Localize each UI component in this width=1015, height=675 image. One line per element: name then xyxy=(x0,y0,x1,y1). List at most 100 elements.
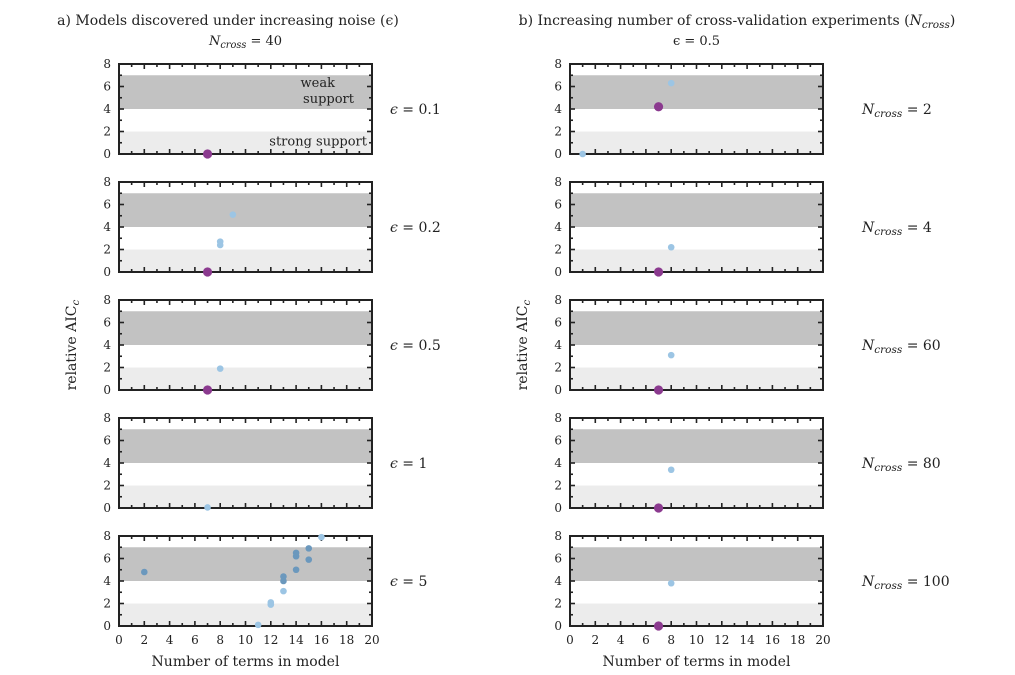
chart-subtitle: Ncross = 40 xyxy=(208,34,282,51)
y-tick-label: 8 xyxy=(103,411,111,425)
model-point xyxy=(305,556,313,563)
panel-1: 0 2 4 6 8 Ncross = 2 xyxy=(554,57,931,161)
x-tick-label: 14 xyxy=(288,633,304,647)
chart-subtitle: ϵ = 0.5 xyxy=(673,34,720,49)
chart-b: b) Increasing number of cross-validation… xyxy=(515,13,955,670)
panel-5: 0 2 4 6 8 Ncross = 100 0 2 4 6 8 10 12 14 16 18 20 Number… xyxy=(554,529,949,670)
weak-support-band xyxy=(570,547,823,581)
y-tick-label: 4 xyxy=(103,574,111,588)
model-point xyxy=(216,241,224,249)
y-tick-label: 4 xyxy=(103,456,111,470)
model-point xyxy=(579,150,586,158)
y-tick-label: 6 xyxy=(103,552,111,566)
best-model-point xyxy=(653,503,664,513)
y-tick-label: 4 xyxy=(103,102,111,116)
y-tick-label: 2 xyxy=(554,125,562,139)
panel-label: Ncross = 4 xyxy=(861,220,932,238)
x-tick-label: 16 xyxy=(314,633,329,647)
y-tick-label: 6 xyxy=(554,80,562,94)
y-tick-label: 4 xyxy=(103,220,111,234)
weak-support-band xyxy=(119,311,372,345)
y-tick-label: 8 xyxy=(103,57,111,71)
y-tick-label: 8 xyxy=(554,293,562,307)
panel-label: Ncross = 100 xyxy=(861,574,950,592)
best-model-point xyxy=(653,102,664,112)
y-tick-label: 0 xyxy=(103,265,111,279)
best-model-point xyxy=(653,385,664,395)
y-tick-label: 2 xyxy=(554,597,562,611)
x-tick-label: 8 xyxy=(216,633,224,647)
x-tick-label: 8 xyxy=(667,633,675,647)
model-point xyxy=(667,243,675,251)
best-model-point xyxy=(653,267,664,277)
y-tick-label: 4 xyxy=(103,338,111,352)
model-point xyxy=(667,579,675,587)
y-tick-label: 0 xyxy=(554,501,562,515)
model-point xyxy=(229,211,237,218)
chart-title: a) Models discovered under increasing no… xyxy=(57,13,399,29)
panel-label: Ncross = 80 xyxy=(861,456,941,474)
y-tick-label: 6 xyxy=(103,198,111,212)
y-tick-label: 2 xyxy=(554,243,562,257)
y-tick-label: 8 xyxy=(103,293,111,307)
model-point xyxy=(667,466,675,474)
model-point xyxy=(667,351,675,359)
y-tick-label: 2 xyxy=(103,361,111,375)
strong-support-band xyxy=(119,131,372,154)
weak-support-label-2: support xyxy=(303,92,355,107)
best-model-point xyxy=(202,385,213,395)
x-tick-label: 2 xyxy=(140,633,148,647)
y-tick-label: 6 xyxy=(103,80,111,94)
panel-3: 0 2 4 6 8 Ncross = 60 xyxy=(554,293,940,397)
x-tick-label: 10 xyxy=(689,633,704,647)
x-tick-label: 18 xyxy=(339,633,354,647)
x-tick-label: 6 xyxy=(191,633,199,647)
weak-support-band xyxy=(570,75,823,109)
y-tick-label: 2 xyxy=(103,597,111,611)
x-tick-label: 12 xyxy=(714,633,729,647)
model-point xyxy=(292,566,300,574)
strong-support-band xyxy=(570,603,823,626)
y-tick-label: 0 xyxy=(103,147,111,161)
x-axis-label: Number of terms in model xyxy=(603,654,791,670)
y-tick-label: 2 xyxy=(554,361,562,375)
x-tick-label: 6 xyxy=(642,633,650,647)
y-tick-label: 0 xyxy=(103,619,111,633)
panel-4: 0 2 4 6 8 ϵ = 1 xyxy=(103,411,427,515)
model-point xyxy=(305,545,313,552)
x-tick-label: 20 xyxy=(364,633,379,647)
y-tick-label: 4 xyxy=(554,338,562,352)
panel-label: Ncross = 2 xyxy=(861,102,932,120)
weak-support-band xyxy=(119,193,372,227)
weak-support-band xyxy=(570,429,823,463)
panel-label: ϵ = 0.5 xyxy=(390,338,441,354)
y-tick-label: 6 xyxy=(554,434,562,448)
x-tick-label: 18 xyxy=(790,633,805,647)
x-tick-label: 2 xyxy=(591,633,599,647)
panel-2: 0 2 4 6 8 Ncross = 4 xyxy=(554,175,932,279)
x-tick-label: 20 xyxy=(815,633,830,647)
model-point xyxy=(254,621,262,629)
y-axis-label: relative AICc xyxy=(64,299,82,390)
y-tick-label: 4 xyxy=(554,456,562,470)
y-tick-label: 2 xyxy=(554,479,562,493)
y-tick-label: 0 xyxy=(554,383,562,397)
weak-support-band xyxy=(570,311,823,345)
y-tick-label: 6 xyxy=(554,316,562,330)
y-tick-label: 8 xyxy=(103,175,111,189)
y-tick-label: 6 xyxy=(554,552,562,566)
x-tick-label: 4 xyxy=(617,633,625,647)
model-point xyxy=(318,533,325,541)
model-point xyxy=(216,365,224,372)
model-point xyxy=(280,573,287,580)
y-tick-label: 2 xyxy=(103,125,111,139)
strong-support-band xyxy=(570,485,823,508)
y-tick-label: 8 xyxy=(554,529,562,543)
y-tick-label: 4 xyxy=(554,102,562,116)
panel-3: 0 2 4 6 8 ϵ = 0.5 xyxy=(103,293,440,397)
weak-support-band xyxy=(119,429,372,463)
y-tick-label: 4 xyxy=(554,574,562,588)
x-tick-label: 4 xyxy=(166,633,174,647)
model-point xyxy=(292,549,300,557)
